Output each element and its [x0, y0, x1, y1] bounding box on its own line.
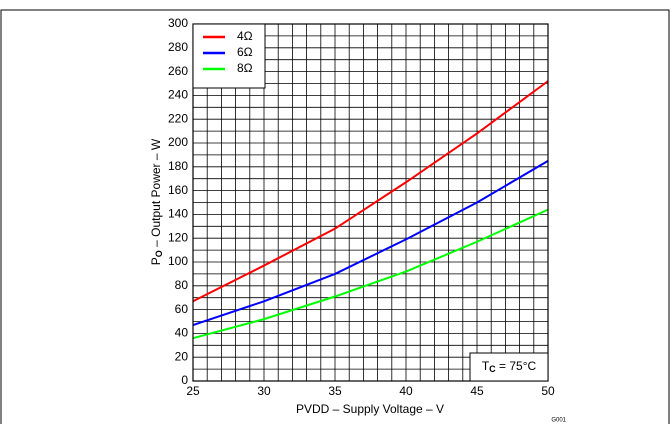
x-tick-label: 25: [186, 384, 200, 398]
y-tick-label: 40: [175, 326, 189, 340]
series-line: [192, 208, 549, 340]
legend-label: 6Ω: [237, 45, 253, 59]
y-tick-label: 260: [168, 64, 188, 78]
y-tick-label: 160: [168, 183, 188, 197]
x-tick-label: 40: [399, 384, 413, 398]
x-tick-label: 50: [541, 384, 555, 398]
y-tick-label: 220: [168, 111, 188, 125]
y-tick-label: 240: [168, 88, 188, 102]
y-tick-label: 140: [168, 207, 188, 221]
x-tick-label: 30: [257, 384, 271, 398]
legend-label: 4Ω: [237, 29, 253, 43]
y-tick-label: 60: [175, 302, 189, 316]
y-tick-label: 200: [168, 135, 188, 149]
y-tick-label: 180: [168, 159, 188, 173]
y-tick-label: 120: [168, 230, 188, 244]
annotation-sub: C: [489, 364, 496, 374]
lines: [192, 80, 549, 340]
y-axis-label: PO – Output Power – W: [149, 138, 164, 265]
x-axis-label: PVDD – Supply Voltage – V: [296, 402, 444, 416]
annotation-rest: = 75°C: [496, 359, 537, 373]
y-tick-label: 20: [175, 349, 189, 363]
frame: [0, 9, 670, 424]
x-tick-label: 35: [328, 384, 342, 398]
y-label-rest: – Output Power – W: [149, 138, 163, 250]
x-tick-label: 45: [470, 384, 484, 398]
y-label-main: P: [149, 257, 163, 265]
y-tick-label: 100: [168, 254, 188, 268]
y-label-sub: O: [154, 250, 164, 257]
y-tick-label: 280: [168, 40, 188, 54]
figure-id: G001: [551, 418, 566, 424]
annotation-main: T: [482, 359, 490, 373]
series-line: [192, 80, 549, 303]
legend-box: [192, 23, 266, 89]
annotation: TC = 75°C: [482, 359, 537, 374]
annotation-box: [469, 352, 549, 382]
y-tick-label: 300: [168, 16, 188, 30]
y-tick-label: 0: [181, 373, 188, 387]
legend-label: 8Ω: [237, 61, 253, 75]
plot-border: [192, 23, 549, 382]
series-line: [192, 159, 549, 327]
y-tick-label: 80: [175, 278, 189, 292]
legend: 4Ω 6Ω 8Ω: [192, 23, 266, 89]
